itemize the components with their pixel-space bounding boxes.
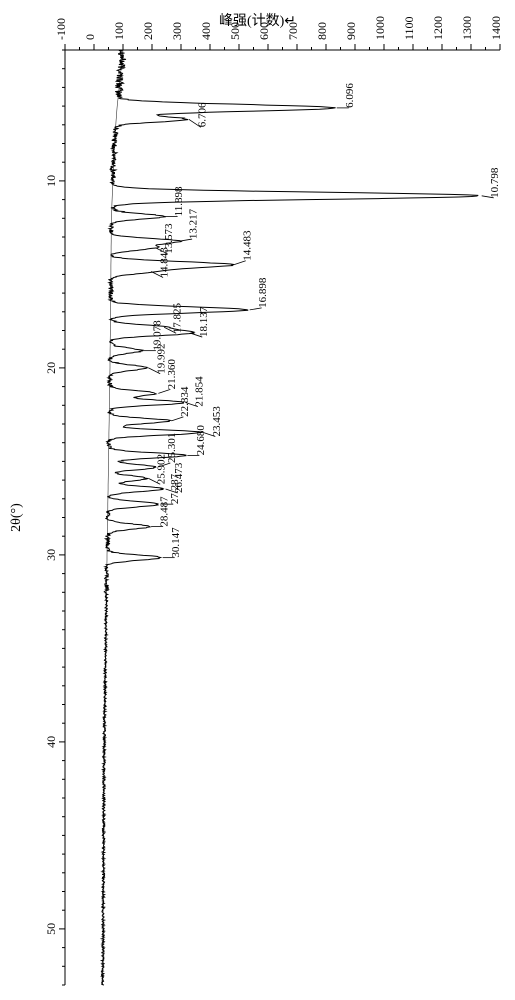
xrd-chart: 峰强(计数)↵ -1000100200300400500600700800900…: [0, 0, 515, 1000]
baseline-line: [103, 50, 123, 985]
peak-label: 13.217: [188, 208, 200, 239]
peak-label: 21.360: [166, 359, 178, 390]
y-axis-title: 峰强(计数)↵: [0, 10, 515, 30]
peak-label: 25.902: [156, 454, 168, 484]
peak-label: 22.834: [179, 386, 191, 417]
x-tick-label: 30: [44, 549, 58, 561]
peak-label: 6.096: [344, 83, 356, 108]
peak-label: 14.843: [159, 247, 171, 278]
x-tick-label: 10: [44, 175, 58, 187]
peak-label: 23.453: [211, 406, 223, 437]
peak-label: 14.483: [241, 230, 253, 261]
peak-label: 6.706: [196, 102, 208, 127]
peak-label: 28.487: [159, 496, 171, 527]
y-tick-label: 0: [83, 34, 97, 40]
x-axis-title: 2θ(°): [9, 503, 24, 532]
y-axis-label-text: 峰强(计数): [219, 14, 284, 29]
peak-label: 16.898: [257, 277, 269, 308]
peak-label: 10.798: [489, 167, 501, 198]
x-tick-label: 40: [44, 736, 58, 748]
peak-label: 24.680: [195, 425, 207, 456]
y-axis-label-suffix: ↵: [284, 14, 296, 29]
peak-label: 18.137: [198, 306, 210, 337]
peak-label: 21.854: [193, 376, 205, 407]
peak-label: 17.825: [172, 302, 184, 333]
peak-label: 30.147: [170, 527, 182, 558]
x-tick-label: 20: [44, 362, 58, 374]
chart-svg: -100010020030040050060070080090010001100…: [0, 0, 515, 1000]
x-tick-label: 50: [44, 923, 58, 935]
peak-label: 11.898: [173, 186, 185, 216]
